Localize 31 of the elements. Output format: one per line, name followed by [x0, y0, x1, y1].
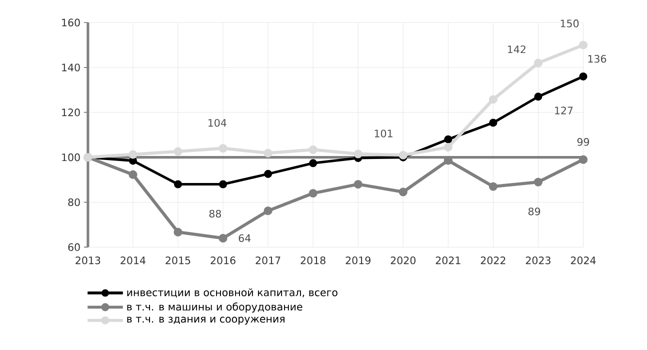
x-tick-label: 2021 — [436, 256, 460, 264]
x-tick-label: 2016 — [210, 256, 236, 264]
data-label: 99 — [577, 138, 590, 146]
y-tick-label: 80 — [68, 198, 80, 206]
data-label: 101 — [374, 130, 392, 138]
x-tick-label: 2019 — [346, 256, 370, 264]
y-tick-label: 120 — [62, 108, 80, 116]
y-tick-label: 60 — [68, 243, 80, 251]
data-label: 150 — [560, 19, 579, 28]
data-label: 88 — [209, 210, 222, 218]
legend-label: в т.ч. в машины и оборудование — [127, 302, 302, 313]
x-tick-label: 2024 — [570, 256, 596, 264]
data-label: 136 — [588, 54, 606, 63]
x-tick-label: 2018 — [300, 256, 326, 264]
data-label: 89 — [528, 208, 540, 216]
x-tick-label: 2014 — [120, 256, 146, 264]
data-label: 127 — [555, 106, 573, 114]
legend-label: инвестиции в основной капитал, всего — [127, 288, 338, 298]
x-tick-label: 2017 — [256, 256, 280, 264]
legend-label: в т.ч. в здания и сооружения — [127, 316, 284, 325]
data-label: 142 — [508, 45, 526, 53]
x-tick-label: 2020 — [390, 256, 416, 264]
x-tick-label: 2015 — [166, 256, 190, 264]
y-tick-label: 140 — [62, 64, 80, 72]
data-label: 64 — [238, 234, 251, 242]
x-tick-label: 2022 — [480, 256, 506, 264]
data-label: 104 — [208, 118, 226, 127]
y-tick-label: 100 — [62, 153, 80, 162]
x-tick-label: 2023 — [526, 256, 550, 264]
y-tick-label: 160 — [62, 18, 80, 26]
x-tick-label: 2013 — [76, 256, 100, 264]
